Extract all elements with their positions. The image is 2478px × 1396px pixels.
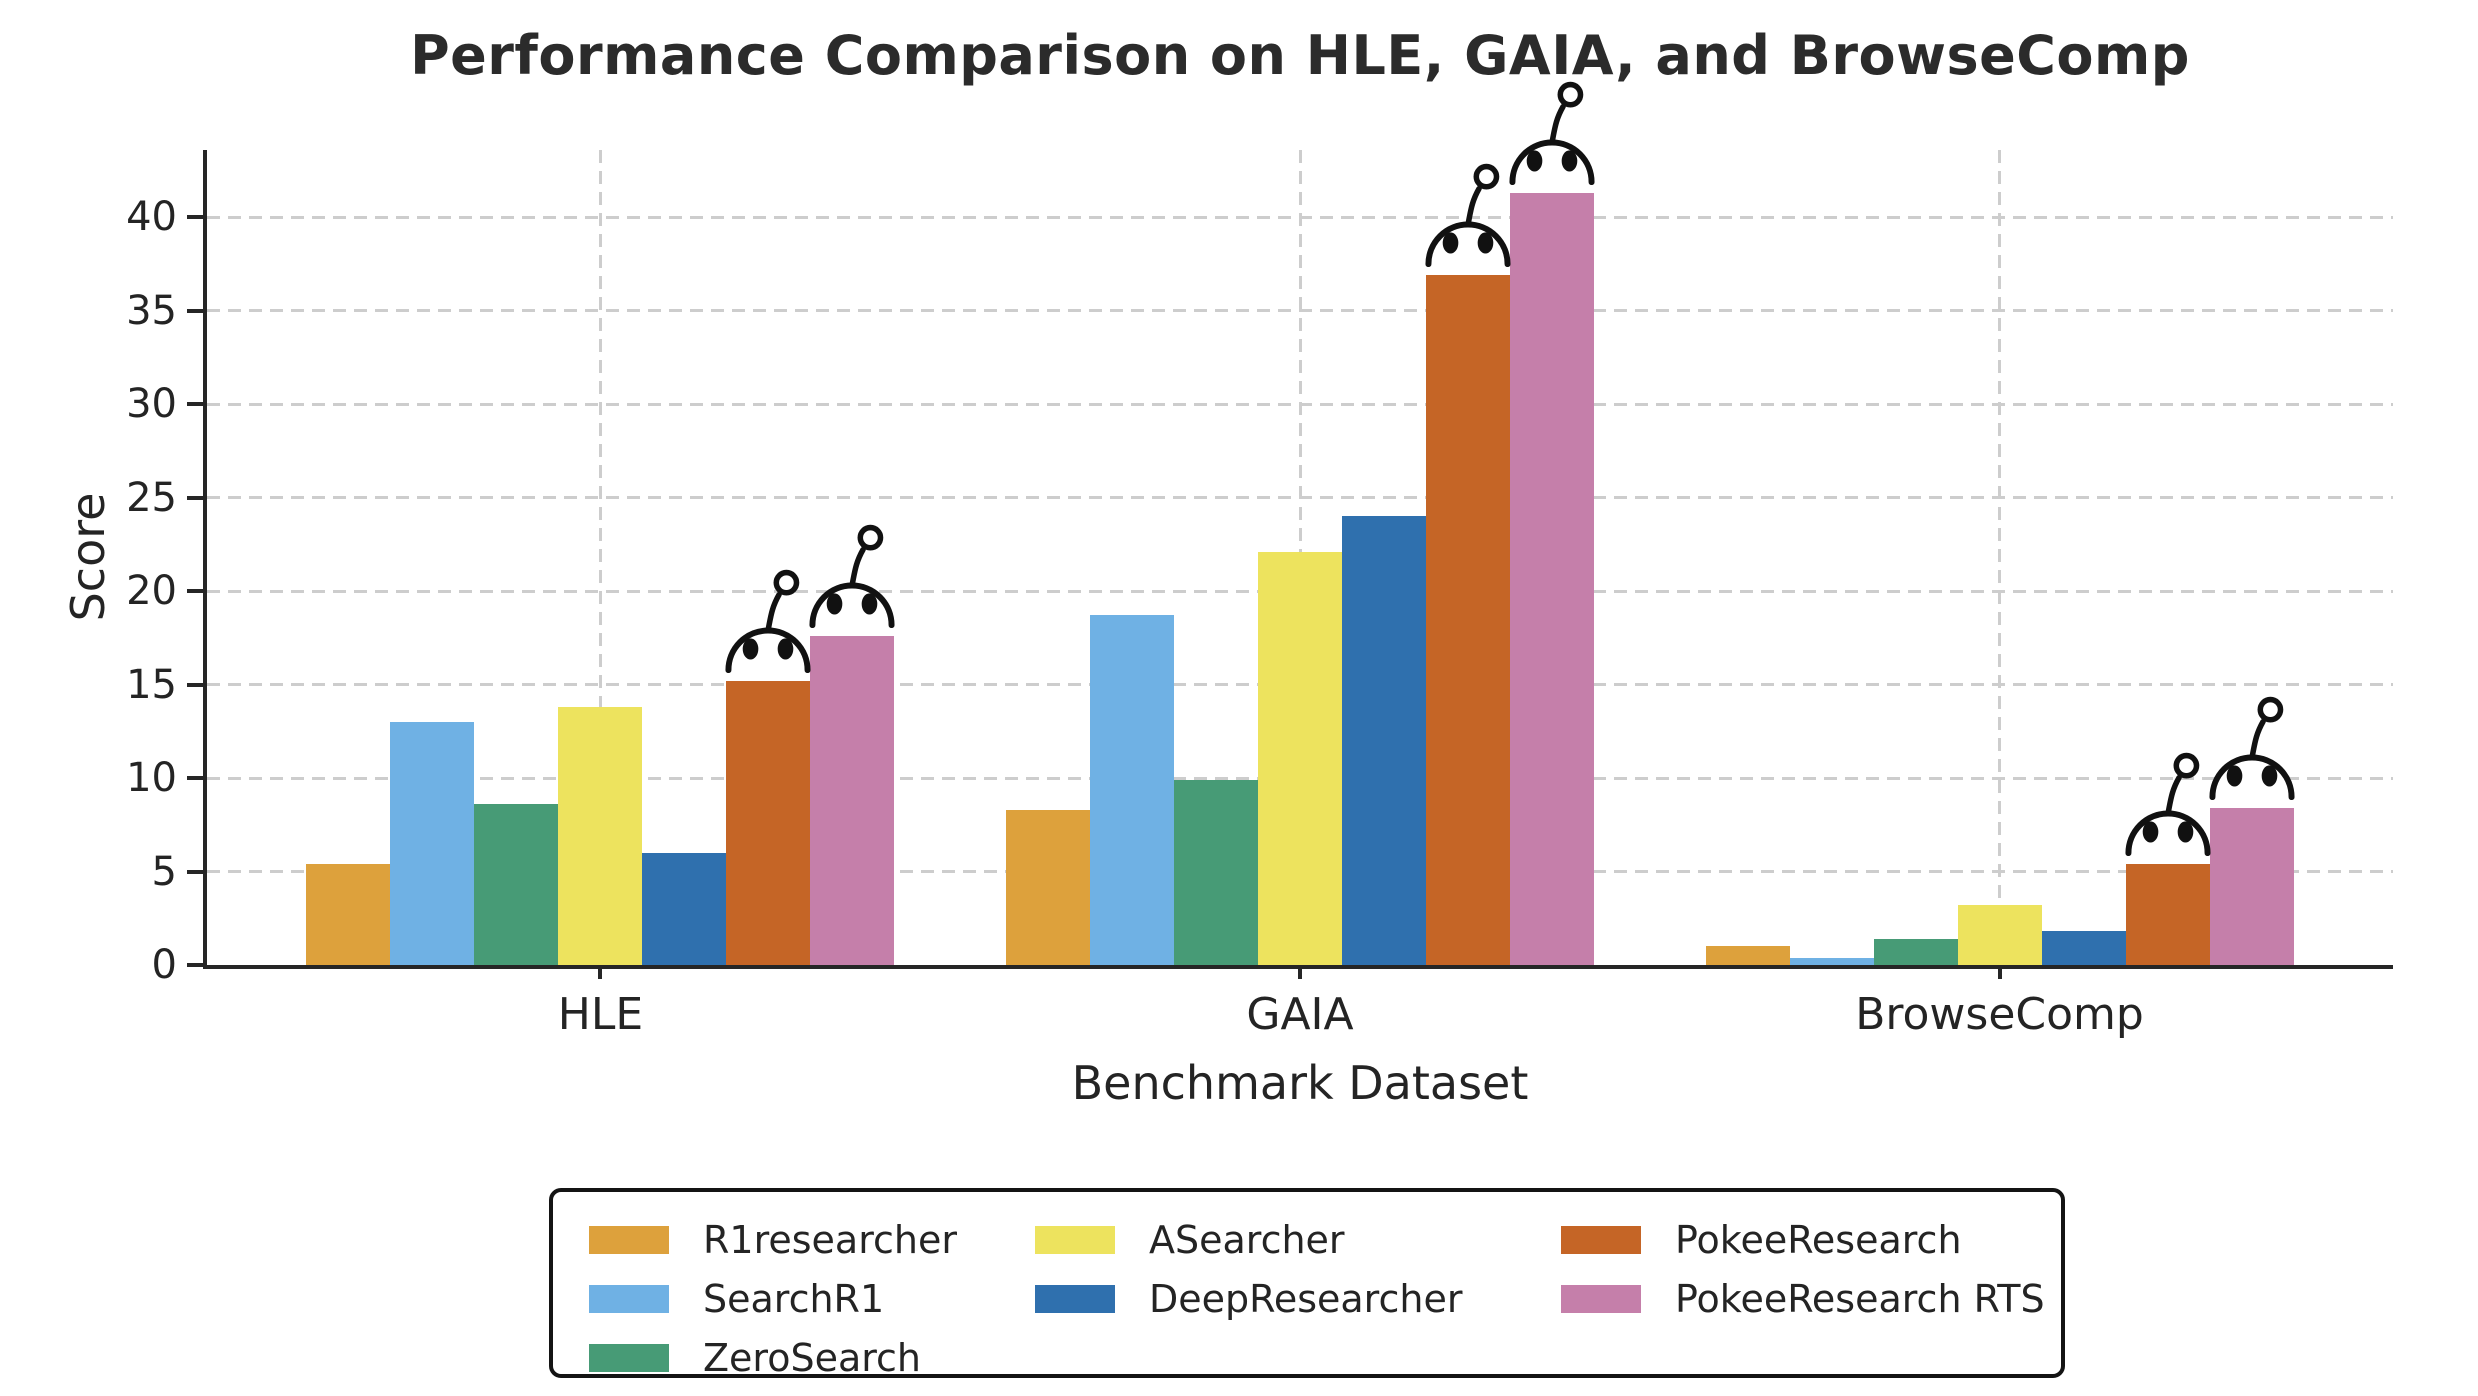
bar-pokeeresearch-rts-hle: [810, 636, 895, 965]
bar-r1researcher-browsecomp: [1705, 946, 1790, 965]
bar-pokeeresearch-gaia: [1426, 275, 1510, 965]
legend-label: SearchR1: [703, 1277, 885, 1321]
y-tick-mark-25: [187, 495, 203, 500]
legend-swatch-icon: [1035, 1226, 1115, 1254]
y-tick-mark-0: [187, 963, 203, 967]
bar-searchr1-hle: [390, 722, 475, 965]
legend-label: ASearcher: [1149, 1218, 1345, 1262]
legend-item-asearcher: ASearcher: [1035, 1218, 1345, 1262]
y-tick-label-5: 5: [151, 848, 177, 895]
legend-swatch-icon: [589, 1285, 669, 1313]
y-tick-label-20: 20: [126, 568, 177, 615]
bar-deepresearcher-gaia: [1342, 516, 1426, 965]
legend-item-pokeeresearch-rts: PokeeResearch RTS: [1561, 1277, 2045, 1321]
chart-title: Performance Comparison on HLE, GAIA, and…: [410, 24, 2190, 87]
legend-item-pokeeresearch: PokeeResearch: [1561, 1218, 1962, 1262]
y-tick-label-40: 40: [126, 194, 177, 241]
gridline-x-BrowseComp: [1998, 150, 2002, 965]
legend-item-r1researcher: R1researcher: [589, 1218, 957, 1262]
bar-searchr1-gaia: [1090, 615, 1174, 965]
y-tick-mark-5: [187, 869, 203, 874]
x-tick-label-BrowseComp: BrowseComp: [1855, 989, 2144, 1040]
y-tick-mark-15: [187, 682, 203, 687]
bar-asearcher-hle: [558, 707, 643, 965]
plot-area: 0 5 10 15 20 25 30 35 40 HLE GAIA BrowseComp: [126, 81, 2393, 1040]
y-tick-mark-10: [187, 776, 203, 781]
pokee-robot-head-icon: [806, 486, 898, 632]
y-tick-label-35: 35: [126, 287, 177, 334]
pokee-robot-head-icon: [1506, 43, 1598, 189]
legend-item-zerosearch: ZeroSearch: [589, 1336, 921, 1380]
gridline-x-HLE: [598, 150, 602, 965]
y-tick-mark-20: [187, 589, 203, 594]
x-tick-mark-HLE: [598, 965, 603, 979]
bar-zerosearch-browsecomp: [1873, 938, 1958, 965]
bar-zerosearch-gaia: [1174, 779, 1258, 965]
legend-box: R1researcher SearchR1 ZeroSearch ASearcher D…: [549, 1188, 2065, 1380]
x-axis-label: Benchmark Dataset: [1071, 1056, 1529, 1110]
legend-swatch-icon: [1561, 1285, 1641, 1313]
bar-asearcher-browsecomp: [1957, 905, 2042, 965]
bar-deepresearcher-hle: [642, 852, 727, 965]
x-tick-label-HLE: HLE: [557, 989, 644, 1040]
pokee-robot-head-icon: [2206, 658, 2298, 804]
legend-swatch-icon: [589, 1226, 669, 1254]
y-tick-label-25: 25: [126, 474, 177, 521]
y-tick-label-10: 10: [126, 755, 177, 802]
x-tick-label-GAIA: GAIA: [1246, 989, 1354, 1040]
pokee-robot-head-icon: [722, 531, 814, 677]
bar-pokeeresearch-rts-gaia: [1510, 193, 1594, 965]
legend-swatch-icon: [589, 1344, 669, 1372]
y-axis-spine: [203, 150, 207, 969]
bar-zerosearch-hle: [474, 804, 559, 965]
y-tick-label-15: 15: [126, 661, 177, 708]
bar-pokeeresearch-rts-browsecomp: [2209, 807, 2294, 965]
pokee-robot-head-icon: [2122, 714, 2214, 860]
legend-label: PokeeResearch: [1675, 1218, 1962, 1262]
x-tick-mark-GAIA: [1298, 965, 1302, 979]
legend-label: ZeroSearch: [703, 1336, 921, 1380]
bar-deepresearcher-browsecomp: [2041, 931, 2126, 965]
bar-pokeeresearch-hle: [726, 680, 811, 965]
legend-swatch-icon: [1035, 1285, 1115, 1313]
legend-item-searchr1: SearchR1: [589, 1277, 884, 1321]
y-axis-label: Score: [61, 492, 115, 622]
bar-asearcher-gaia: [1258, 551, 1342, 965]
bar-pokeeresearch-browsecomp: [2125, 864, 2210, 965]
legend-item-deepresearcher: DeepResearcher: [1035, 1277, 1462, 1321]
y-tick-mark-40: [187, 215, 203, 220]
bar-searchr1-browsecomp: [1789, 957, 1874, 965]
y-tick-label-0: 0: [151, 942, 177, 988]
y-tick-label-30: 30: [126, 381, 177, 428]
bar-r1researcher-hle: [306, 864, 391, 965]
bar-r1researcher-gaia: [1006, 809, 1090, 965]
legend-label: DeepResearcher: [1149, 1277, 1463, 1321]
legend-label: R1researcher: [703, 1218, 957, 1262]
legend-swatch-icon: [1561, 1226, 1641, 1254]
y-tick-mark-35: [187, 308, 203, 313]
legend-label: PokeeResearch RTS: [1675, 1277, 2045, 1321]
x-tick-mark-BrowseComp: [1997, 965, 2002, 979]
pokee-robot-head-icon: [1422, 125, 1514, 271]
y-tick-mark-30: [187, 402, 203, 407]
